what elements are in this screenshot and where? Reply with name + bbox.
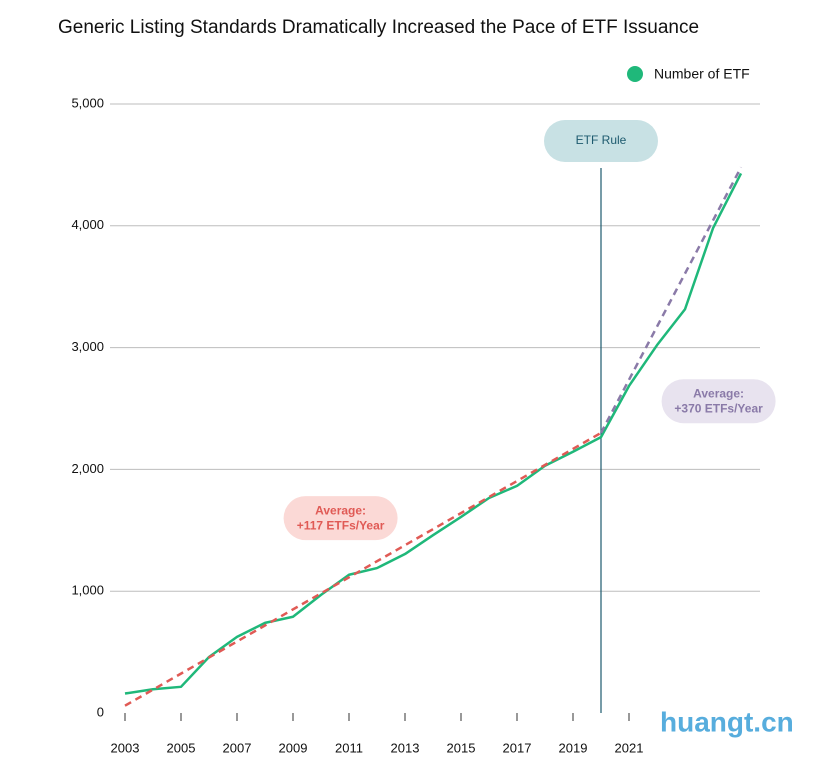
x-tick-label: 2017 [503,740,532,755]
x-tick-label: 2005 [167,740,196,755]
x-tick-label: 2003 [111,740,140,755]
x-tick-label: 2019 [559,740,588,755]
rule-label-box [544,120,658,162]
annotation-text: +370 ETFs/Year [674,401,763,415]
annotation-text: +117 ETFs/Year [297,518,385,532]
y-tick-label: 5,000 [71,95,104,110]
annotation-text: Average: [315,503,366,517]
annotation-text: Average: [693,386,744,400]
data-line [124,172,743,695]
rule-label: ETF Rule [576,133,627,147]
chart-title: Generic Listing Standards Dramatically I… [58,17,699,38]
x-tick-label: 2009 [279,740,308,755]
y-tick-label: 1,000 [71,583,104,598]
x-tick-label: 2021 [615,740,644,755]
y-tick-label: 4,000 [71,217,104,232]
y-tick-label: 2,000 [71,461,104,476]
x-tick-label: 2015 [447,740,476,755]
trend-line [599,166,743,434]
x-tick-label: 2013 [391,740,420,755]
legend-marker [627,66,643,82]
legend-label: Number of ETF [654,66,750,82]
y-tick-label: 3,000 [71,339,104,354]
annotation-box [661,379,776,424]
x-tick-label: 2011 [335,740,363,755]
watermark: huangt.cn [660,706,794,737]
trend-line [124,431,602,707]
y-tick-label: 0 [97,704,104,719]
annotation-box [283,496,398,541]
x-tick-label: 2007 [223,740,252,755]
